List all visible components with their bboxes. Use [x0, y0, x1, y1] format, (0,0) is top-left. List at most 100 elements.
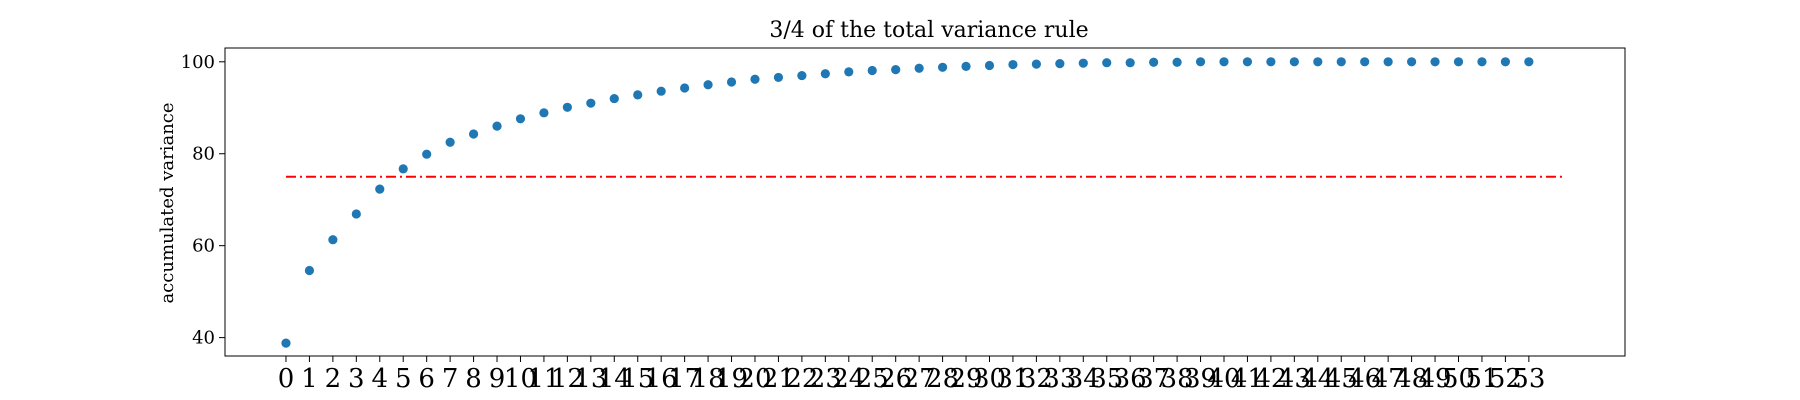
data-point — [844, 67, 854, 77]
data-point — [1219, 57, 1229, 67]
data-point — [703, 80, 713, 90]
x-tick-label: 26 — [879, 364, 912, 394]
data-point — [891, 65, 901, 75]
x-tick-label: 17 — [668, 364, 701, 394]
data-point — [820, 69, 830, 79]
x-tick-label: 50 — [1442, 364, 1475, 394]
data-point — [1102, 58, 1112, 68]
data-point — [375, 184, 385, 194]
data-point — [1055, 59, 1065, 69]
data-point — [1383, 57, 1393, 67]
data-point — [1031, 59, 1041, 69]
x-tick-label: 45 — [1325, 364, 1358, 394]
x-tick-label: 47 — [1372, 364, 1405, 394]
x-tick-label: 44 — [1301, 364, 1334, 394]
data-point — [1242, 57, 1253, 67]
x-tick-label: 35 — [1090, 364, 1123, 394]
data-point — [984, 60, 995, 71]
data-point — [468, 129, 479, 139]
data-point — [304, 265, 315, 276]
data-point — [937, 62, 948, 72]
x-tick-label: 5 — [395, 364, 412, 394]
x-tick-label: 20 — [738, 364, 771, 394]
x-tick-label: 19 — [715, 364, 748, 394]
x-tick-label: 18 — [692, 364, 725, 394]
x-tick-label: 32 — [1020, 364, 1053, 394]
data-point — [515, 114, 526, 124]
x-tick-label: 51 — [1465, 364, 1498, 394]
data-point — [1195, 57, 1206, 67]
data-point — [867, 65, 877, 76]
x-tick-label: 42 — [1254, 364, 1287, 394]
x-axis: 0 1 2 3 4 5 6 7 8 9101112131415161718192021222324… — [278, 356, 1545, 394]
x-tick-label: 14 — [598, 364, 631, 394]
x-tick-label: 9 — [489, 364, 506, 394]
data-point — [1172, 57, 1182, 67]
x-tick-label: 29 — [949, 364, 982, 394]
y-tick-label: 80 — [192, 144, 215, 165]
x-tick-label: 46 — [1348, 364, 1381, 394]
x-tick-label: 24 — [832, 364, 865, 394]
data-point — [1453, 57, 1464, 67]
x-tick-label: 13 — [574, 364, 607, 394]
points-layer — [281, 57, 1534, 348]
data-point — [1266, 57, 1276, 67]
x-tick-label: 37 — [1137, 364, 1170, 394]
data-point — [1078, 58, 1088, 68]
x-tick-label: 7 — [442, 364, 459, 394]
y-tick-label: 100 — [181, 52, 215, 73]
data-point — [1336, 57, 1346, 67]
y-tick-label: 60 — [192, 236, 215, 257]
x-tick-label: 8 — [465, 364, 482, 394]
x-tick-label: 16 — [645, 364, 678, 394]
x-tick-label: 4 — [372, 364, 389, 394]
x-tick-label: 23 — [809, 364, 842, 394]
x-tick-label: 21 — [762, 364, 795, 394]
x-tick-label: 12 — [551, 364, 584, 394]
data-point — [539, 108, 549, 118]
x-tick-label: 30 — [973, 364, 1006, 394]
data-point — [328, 235, 338, 245]
x-tick-label: 27 — [903, 364, 936, 394]
y-tick-label: 40 — [192, 328, 215, 349]
data-point — [609, 93, 619, 104]
x-tick-label: 39 — [1184, 364, 1217, 394]
data-point — [562, 102, 572, 112]
data-point — [797, 70, 807, 81]
chart-title: 3/4 of the total variance rule — [769, 18, 1088, 43]
data-point — [726, 77, 737, 87]
x-tick-label: 0 — [278, 364, 295, 394]
x-tick-label: 52 — [1489, 364, 1522, 394]
data-point — [1406, 57, 1417, 67]
x-tick-label: 25 — [856, 364, 889, 394]
x-tick-label: 28 — [926, 364, 959, 394]
plot-area — [224, 47, 1626, 357]
x-tick-label: 40 — [1207, 364, 1240, 394]
data-point — [445, 137, 455, 147]
data-point — [1149, 57, 1159, 67]
x-tick-label: 15 — [621, 364, 654, 394]
x-tick-label: 22 — [785, 364, 818, 394]
data-point — [680, 83, 690, 93]
data-point — [1313, 57, 1323, 67]
data-point — [1008, 59, 1018, 70]
data-point — [1125, 58, 1135, 68]
x-tick-label: 41 — [1231, 364, 1264, 394]
data-point — [586, 98, 596, 108]
x-tick-label: 11 — [527, 364, 560, 394]
data-point — [773, 72, 784, 83]
x-tick-label: 48 — [1395, 364, 1428, 394]
data-point — [398, 164, 408, 174]
x-tick-label: 33 — [1043, 364, 1076, 394]
x-tick-label: 43 — [1278, 364, 1311, 394]
data-point — [914, 63, 924, 73]
data-point — [351, 209, 361, 219]
data-point — [656, 86, 666, 96]
x-tick-label: 49 — [1419, 364, 1452, 394]
data-point — [281, 338, 291, 348]
x-tick-label: 10 — [504, 364, 537, 394]
data-point — [633, 90, 643, 100]
x-tick-label: 3 — [348, 364, 365, 394]
data-point — [750, 74, 760, 84]
